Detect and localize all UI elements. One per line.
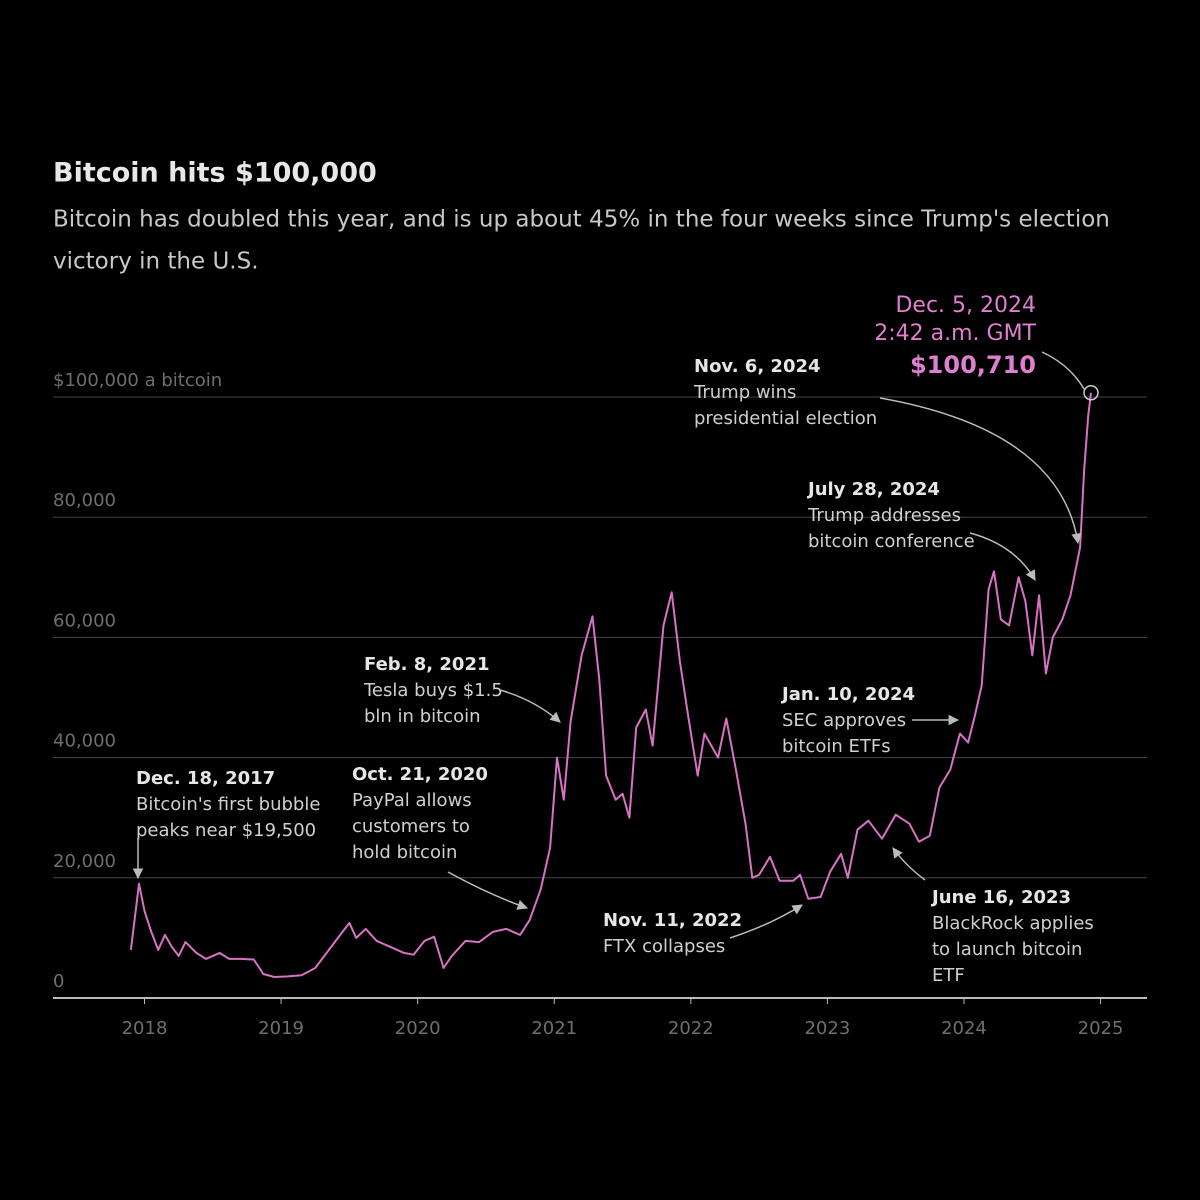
chart-title: Bitcoin hits $100,000 — [53, 158, 377, 189]
annotation-arrow — [969, 532, 1036, 581]
annotation-date: June 16, 2023 — [930, 887, 1071, 908]
x-tick-label: 2025 — [1078, 1018, 1124, 1039]
annotation-date: Nov. 11, 2022 — [603, 910, 742, 931]
annotation-text: BlackRock applies — [932, 913, 1094, 934]
annotation-arrow — [892, 847, 926, 881]
y-tick-label: 20,000 — [53, 851, 116, 872]
annotation-text: Tesla buys $1.5 — [363, 680, 503, 701]
annotation-text: Trump addresses — [807, 505, 961, 526]
x-tick-label: 2021 — [531, 1018, 577, 1039]
chart-subtitle: victory in the U.S. — [53, 249, 259, 275]
y-tick-label: $100,000 a bitcoin — [53, 370, 222, 391]
annotation-date: Dec. 18, 2017 — [136, 768, 275, 789]
annotation-text: bln in bitcoin — [364, 706, 481, 727]
annotation-arrow — [729, 904, 803, 939]
annotation-date: Feb. 8, 2021 — [364, 654, 490, 675]
annotation-text: bitcoin ETFs — [782, 736, 891, 757]
annotation-text: Bitcoin's first bubble — [136, 794, 320, 815]
annotation-text: ETF — [932, 965, 965, 986]
x-tick-label: 2023 — [804, 1018, 850, 1039]
peak-text: 2:42 a.m. GMT — [874, 321, 1036, 346]
annotation-arrow — [499, 689, 561, 723]
y-tick-label: 80,000 — [53, 490, 116, 511]
annotation-text: presidential election — [694, 408, 877, 429]
annotation-text: to launch bitcoin — [932, 939, 1082, 960]
annotation-text: Trump wins — [693, 382, 796, 403]
y-tick-label: 40,000 — [53, 731, 116, 752]
peak-value-label: $100,710 — [910, 351, 1036, 379]
annotation-text: customers to — [352, 816, 470, 837]
annotation-text: bitcoin conference — [808, 531, 975, 552]
peak-marker — [1083, 384, 1099, 401]
x-tick-label: 2018 — [122, 1018, 168, 1039]
annotation-text: FTX collapses — [603, 936, 725, 957]
annotation-text: peaks near $19,500 — [136, 820, 316, 841]
annotation-text: SEC approves — [782, 710, 906, 731]
peak-arrow — [1041, 351, 1085, 390]
annotation-text: hold bitcoin — [352, 842, 457, 863]
x-tick-label: 2022 — [668, 1018, 714, 1039]
annotation-text: PayPal allows — [352, 790, 472, 811]
x-tick-label: 2019 — [258, 1018, 304, 1039]
price-line — [129, 392, 1092, 978]
annotation-date: Oct. 21, 2020 — [352, 764, 488, 785]
annotation-date: July 28, 2024 — [806, 479, 940, 500]
annotation-date: Nov. 6, 2024 — [694, 356, 821, 377]
annotation-arrow — [447, 871, 528, 910]
peak-text: Dec. 5, 2024 — [895, 293, 1036, 318]
y-tick-label: 60,000 — [53, 610, 116, 631]
chart-subtitle: Bitcoin has doubled this year, and is up… — [53, 207, 1110, 233]
x-tick-label: 2020 — [395, 1018, 441, 1039]
annotation-arrow — [879, 397, 1082, 545]
y-tick-label: 0 — [53, 971, 64, 992]
x-tick-label: 2024 — [941, 1018, 987, 1039]
annotation-date: Jan. 10, 2024 — [780, 684, 915, 705]
